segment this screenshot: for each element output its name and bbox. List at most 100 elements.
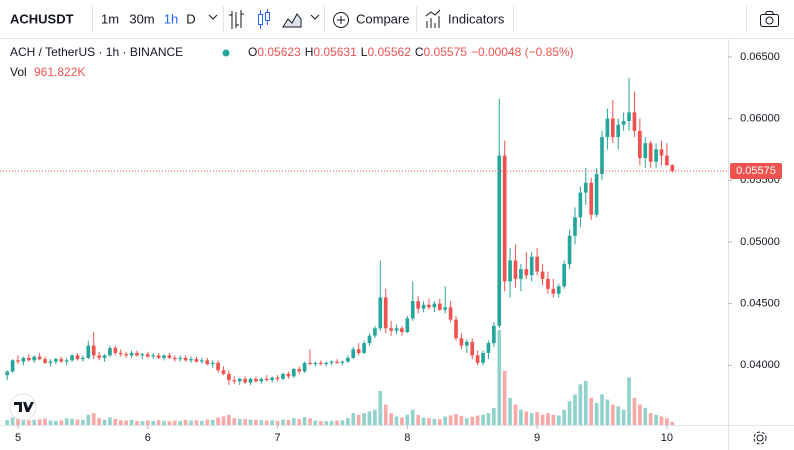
candle-body [616,124,621,138]
candle-body [665,155,669,166]
interval-button[interactable]: D [186,11,195,26]
volume-bar [54,420,58,425]
volume-bar [632,397,637,425]
candle-body [443,307,448,310]
candle-body [16,360,20,362]
x-tick-label: 9 [534,432,540,444]
candle-body [254,378,258,382]
volume-bar [248,419,253,425]
volume-bar [70,418,74,425]
candle-body [91,345,96,356]
plot-area [0,77,728,425]
volume-bar [232,418,237,425]
candle-body [589,182,594,215]
y-tick-label: 0.05000 [740,236,780,248]
x-tick-label: 10 [661,432,673,444]
volume-bar [291,418,296,425]
indicators-icon[interactable] [425,9,441,28]
candle-body [227,373,231,381]
candle-body [81,357,85,360]
y-tick-label: 0.04000 [740,359,780,371]
volume-bar [394,416,399,425]
candle-body [281,373,285,379]
interval-button[interactable]: 1h [164,11,178,26]
candle-body [546,278,550,289]
screenshot-icon[interactable] [760,11,779,27]
dropdown-icon[interactable] [208,14,218,20]
interval-button[interactable]: 30m [129,11,154,26]
interval-group: 1m 30m 1h D [101,11,196,26]
volume-bar [145,420,150,425]
volume-bar [162,420,166,425]
price-change: −0.00048 (−0.85%) [471,45,574,59]
candle-body [524,269,529,276]
compare-icon[interactable] [333,12,349,28]
candle-body [205,360,210,365]
volume-bar [102,419,107,425]
candle-body [172,357,177,360]
candle-body [124,354,128,356]
candle-style-icon[interactable] [258,9,270,29]
candle-body [183,357,188,361]
volume-bar [113,418,118,425]
volume-bar [475,415,480,425]
candle-body [459,338,464,346]
volume-bar [308,418,312,425]
candle-body [97,355,101,358]
volume-bar [335,420,339,425]
volume-bar [621,409,626,425]
candle-body [286,373,291,377]
candle-body [654,149,658,162]
candle-body [529,256,534,276]
volume-bar [443,416,448,425]
volume-bar [351,413,356,425]
volume-bar [497,330,502,425]
volume-bar [556,415,561,425]
area-style-icon[interactable] [282,13,302,28]
ohlc-key: H [305,45,314,59]
candle-body [389,328,393,331]
candle-body [302,362,307,372]
candle-body [583,182,588,193]
volume-bar [178,420,183,425]
volume-bar [16,418,20,425]
dropdown-icon[interactable] [310,14,320,20]
volume-bar [302,417,307,425]
last-price-tag [730,162,782,179]
interval-button[interactable]: 1m [101,11,119,26]
volume-bar [583,380,588,425]
volume-bar [437,419,442,425]
volume-bar [227,414,231,425]
volume-bar [183,419,188,425]
candle-body [346,357,350,362]
candle-body [643,143,648,159]
volume-bar [513,404,518,425]
volume-bar [286,419,291,425]
volume-bar [589,397,594,425]
candle-body [578,192,583,218]
bar-style-icon[interactable] [229,10,244,29]
ohlc-key: O [248,45,257,59]
settings-icon[interactable] [753,431,767,445]
candle-body [329,361,334,363]
compare-button[interactable]: Compare [356,11,409,26]
candle-body [432,303,437,308]
symbol[interactable]: ACHUSDT [10,11,74,26]
candle-body [648,143,653,162]
volume-value: 961.822K [34,65,85,79]
candle-body [318,362,323,365]
ohlc-value: 0.05623 [257,45,301,59]
candle-body [573,217,577,236]
volume-bar [573,394,577,425]
candle-body [297,368,302,372]
market-status-dot [222,49,230,57]
x-tick-label: 7 [275,432,281,444]
volume-bar [648,413,653,425]
volume-bar [216,417,220,425]
indicators-button[interactable]: Indicators [448,11,505,26]
volume-bar [464,418,469,425]
candle-body [605,118,610,138]
volume-bar [616,406,621,425]
volume-bar [654,414,658,425]
